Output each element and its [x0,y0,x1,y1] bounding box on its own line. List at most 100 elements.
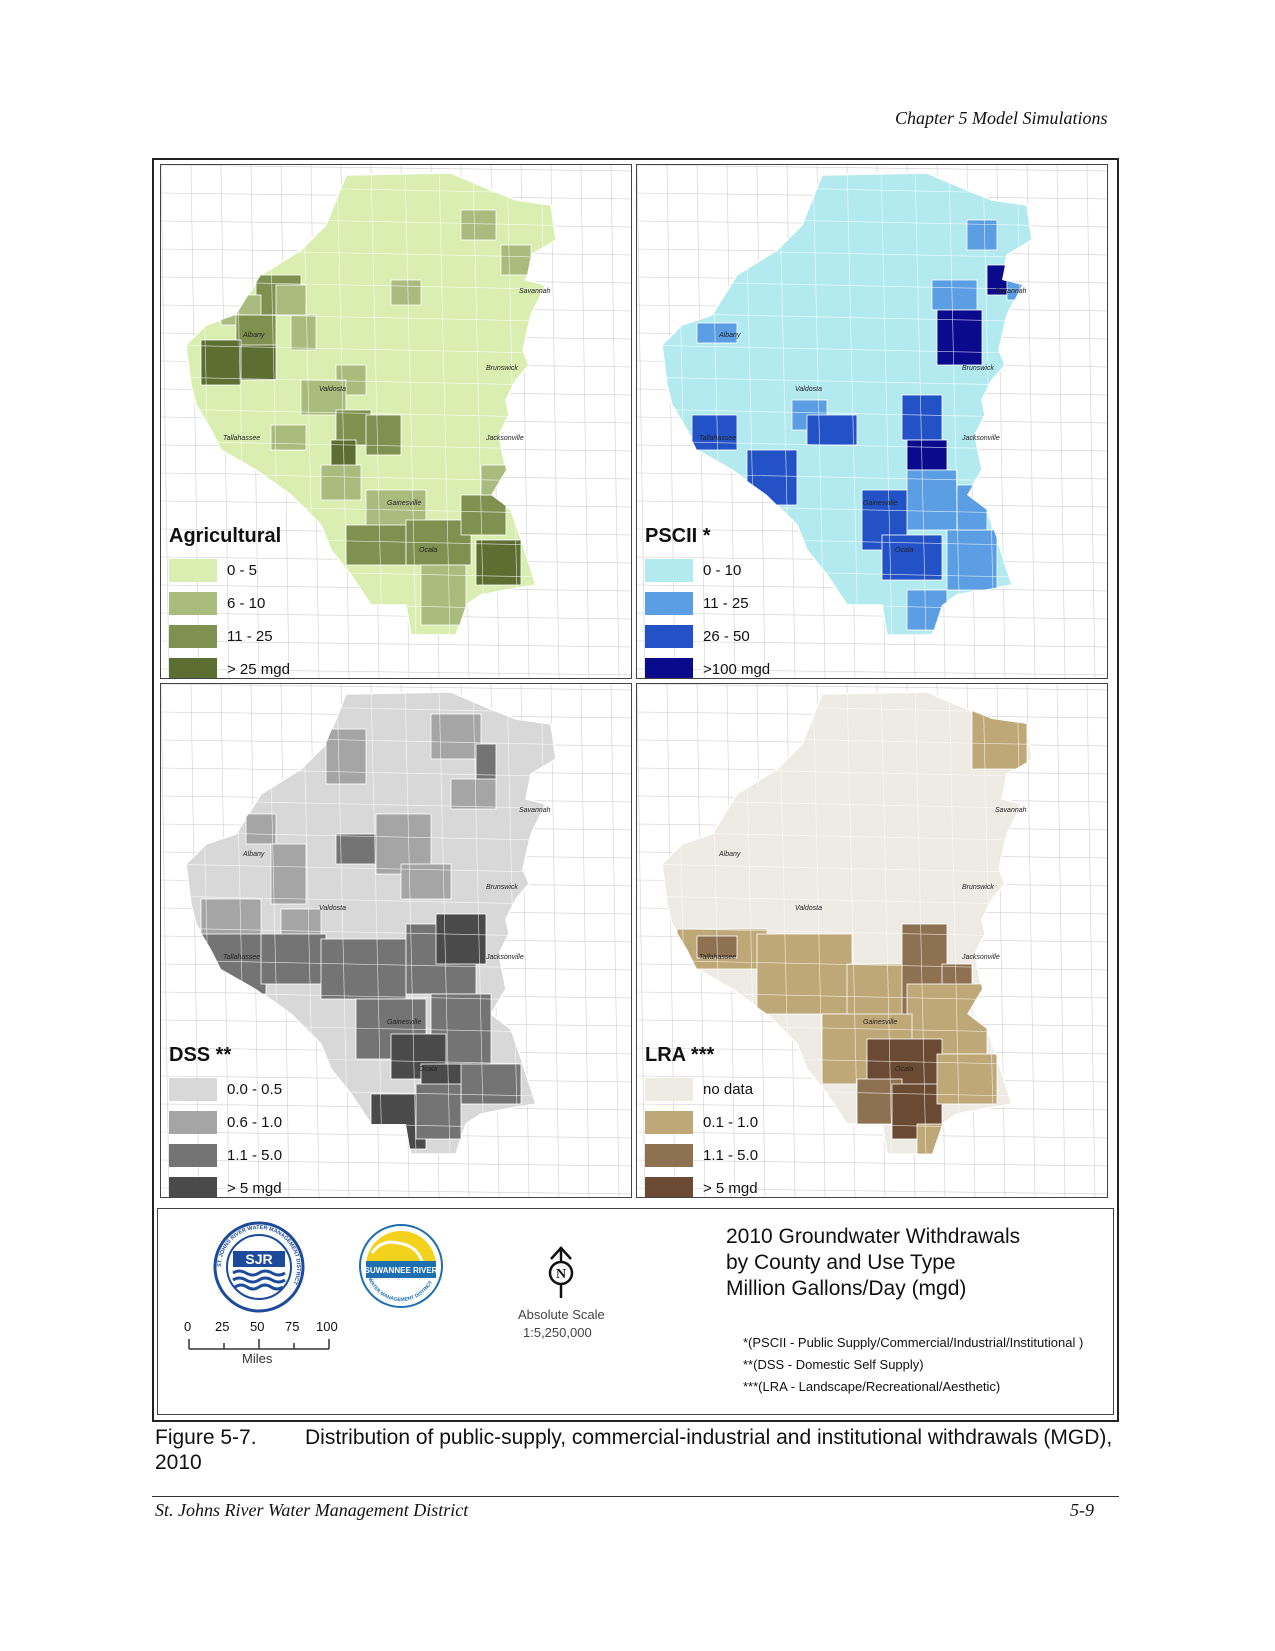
city-label: Savannah [995,807,1027,814]
legend-label: 0.6 - 1.0 [227,1114,283,1131]
legend-swatch [169,1177,217,1197]
map-panel-agricultural: Savannah Albany Brunswick Valdosta Tallahass… [160,164,632,679]
city-label: Tallahassee [223,954,260,961]
legend-item: 11 - 25 [169,620,290,653]
map-agricultural: Savannah Albany Brunswick Valdosta Tallahass… [161,165,631,678]
city-label: Albany [242,851,265,858]
legend-lra: LRA *** no data 0.1 - 1.0 1.1 - 5.0 > 5 … [645,1044,758,1197]
city-label: Tallahassee [699,435,736,442]
legend-swatch [645,1078,693,1101]
scale-bar: 0 25 50 75 100 Miles [178,1319,338,1374]
footer-organization: St. Johns River Water Management Distric… [155,1500,469,1520]
legend-label: 6 - 10 [227,595,266,612]
legend-item: 0.6 - 1.0 [169,1106,282,1139]
legend-label: > 5 mgd [227,1180,282,1197]
map-title-line: by County and Use Type [726,1251,956,1274]
city-label: Jacksonville [485,435,524,442]
srwmd-text: SUWANNEE RIVER [365,1266,438,1275]
city-label: Jacksonville [485,954,524,961]
legend-swatch [645,625,693,648]
city-label: Brunswick [962,365,994,372]
city-label: Brunswick [486,365,518,372]
legend-label: 11 - 25 [227,628,273,645]
city-label: Valdosta [795,386,822,393]
figure-caption-text: Distribution of public-supply, commercia… [155,1426,1113,1474]
city-label: Ocala [419,1066,437,1073]
legend-item: 0.0 - 0.5 [169,1073,282,1106]
legend-item: 1.1 - 5.0 [169,1139,282,1172]
city-label: Ocala [895,1066,913,1073]
scale-unit: Miles [242,1351,273,1366]
legend-item: 11 - 25 [645,587,770,620]
city-label: Ocala [419,547,437,554]
city-label: Ocala [895,547,913,554]
map-panel-lra: Savannah Albany Brunswick Valdosta Tallahass… [636,683,1108,1198]
legend-item: no data [645,1073,758,1106]
scale-tick-label: 100 [316,1319,338,1334]
city-label: Savannah [519,807,551,814]
legend-swatch [645,559,693,582]
footnote: *(PSCII - Public Supply/Commercial/Indus… [743,1335,1084,1350]
figure-frame: Savannah Albany Brunswick Valdosta Tallahass… [152,158,1119,1422]
scale-ratio: 1:5,250,000 [523,1325,592,1340]
city-label: Valdosta [319,905,346,912]
city-label: Brunswick [962,884,994,891]
legend-swatch [169,559,217,582]
map-info-box: SJR ST. JOHNS RIVER WATER MANAGEMENT DIS… [157,1208,1114,1415]
city-label: Gainesville [387,1019,421,1026]
legend-item: >100 mgd [645,653,771,678]
scale-tick-label: 0 [184,1319,192,1334]
legend-title: LRA *** [645,1044,715,1066]
north-arrow-icon: N [548,1246,574,1298]
city-label: Jacksonville [961,954,1000,961]
legend-item: 1.1 - 5.0 [645,1139,758,1172]
srwmd-logo: SUWANNEE RIVER WATER MANAGEMENT DISTRICT [359,1224,443,1308]
map-pscii: Savannah Albany Brunswick Valdosta Tallahass… [637,165,1107,678]
legend-label: > 5 mgd [703,1180,758,1197]
legend-item: > 5 mgd [169,1172,282,1197]
legend-label: 1.1 - 5.0 [703,1147,759,1164]
legend-label: no data [703,1081,754,1098]
city-label: Jacksonville [961,435,1000,442]
map-title-line: Million Gallons/Day (mgd) [726,1277,967,1300]
legend-item: 0.1 - 1.0 [645,1106,758,1139]
scale-tick-label: 50 [250,1319,265,1334]
scale-tick-label: 75 [285,1319,300,1334]
legend-label: > 25 mgd [227,661,290,678]
legend-swatch [169,1144,217,1167]
city-label: Tallahassee [699,954,736,961]
city-label: Albany [718,851,741,858]
city-label: Savannah [519,288,551,295]
legend-label: 0.0 - 0.5 [227,1081,283,1098]
map-title-line: 2010 Groundwater Withdrawals [726,1225,1021,1248]
map-panel-pscii: Savannah Albany Brunswick Valdosta Tallahass… [636,164,1108,679]
page-number: 5-9 [1070,1500,1094,1520]
legend-label: 0 - 10 [703,562,742,579]
legend-agricultural: Agricultural 0 - 5 6 - 10 11 - 25 > 25 m… [169,525,290,678]
legend-swatch [169,1111,217,1134]
legend-pscii: PSCII * 0 - 10 11 - 25 26 - 50 >100 mgd [645,525,771,678]
figure-number: Figure 5-7. [155,1426,257,1449]
legend-swatch [169,625,217,648]
legend-swatch [169,1078,217,1101]
legend-label: 0 - 5 [227,562,258,579]
city-label: Savannah [995,288,1027,295]
legend-item: 6 - 10 [169,587,290,620]
legend-label: 0.1 - 1.0 [703,1114,759,1131]
sjr-letters: SJR [245,1251,272,1267]
city-label: Gainesville [387,500,421,507]
city-label: Tallahassee [223,435,260,442]
footer-rule [152,1496,1119,1497]
city-label: Gainesville [863,1019,897,1026]
footnote: **(DSS - Domestic Self Supply) [743,1357,924,1372]
legend-swatch [645,658,693,678]
map-dss: Savannah Albany Brunswick Valdosta Tallahass… [161,684,631,1197]
scale-tick-label: 25 [215,1319,230,1334]
city-label: Albany [242,332,265,339]
legend-item: 26 - 50 [645,620,770,653]
scale-bar-line [188,1339,330,1350]
map-panel-dss: Savannah Albany Brunswick Valdosta Tallahass… [160,683,632,1198]
legend-item: > 5 mgd [645,1172,758,1197]
city-label: Valdosta [319,386,346,393]
legend-label: >100 mgd [703,661,771,678]
